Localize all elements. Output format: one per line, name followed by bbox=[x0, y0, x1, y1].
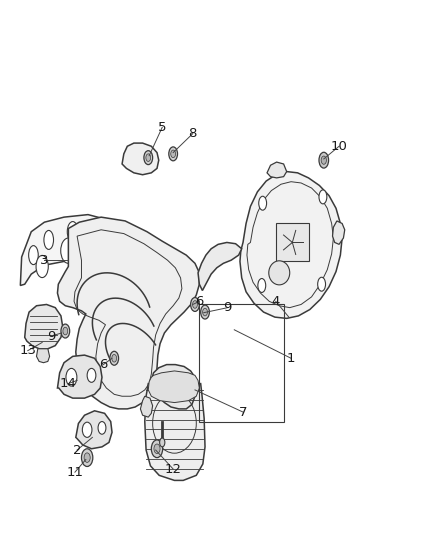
Ellipse shape bbox=[319, 190, 327, 204]
Ellipse shape bbox=[114, 229, 124, 247]
Ellipse shape bbox=[191, 297, 199, 311]
Ellipse shape bbox=[171, 150, 176, 158]
Polygon shape bbox=[151, 365, 196, 409]
Text: 6: 6 bbox=[195, 295, 204, 308]
Polygon shape bbox=[57, 355, 102, 398]
Text: 7: 7 bbox=[239, 406, 247, 418]
Text: 10: 10 bbox=[331, 140, 347, 153]
Text: 11: 11 bbox=[67, 466, 83, 479]
Polygon shape bbox=[332, 221, 345, 244]
Ellipse shape bbox=[67, 222, 78, 242]
Polygon shape bbox=[36, 349, 49, 362]
Ellipse shape bbox=[201, 305, 209, 319]
Polygon shape bbox=[25, 304, 63, 349]
Text: 8: 8 bbox=[189, 127, 197, 140]
Ellipse shape bbox=[258, 279, 266, 293]
Polygon shape bbox=[240, 172, 342, 318]
Ellipse shape bbox=[90, 237, 108, 265]
Ellipse shape bbox=[82, 422, 92, 438]
Ellipse shape bbox=[159, 438, 165, 447]
Ellipse shape bbox=[36, 255, 48, 278]
Ellipse shape bbox=[44, 230, 53, 249]
Ellipse shape bbox=[130, 242, 138, 260]
Polygon shape bbox=[76, 411, 112, 449]
Polygon shape bbox=[148, 371, 199, 402]
Ellipse shape bbox=[98, 422, 106, 434]
Ellipse shape bbox=[144, 151, 152, 165]
Text: 9: 9 bbox=[223, 301, 232, 314]
Text: 9: 9 bbox=[47, 329, 55, 343]
Text: 14: 14 bbox=[60, 377, 77, 390]
Text: 13: 13 bbox=[19, 344, 36, 357]
Polygon shape bbox=[20, 215, 145, 286]
Text: 2: 2 bbox=[73, 443, 81, 457]
Ellipse shape bbox=[318, 277, 325, 291]
Text: 5: 5 bbox=[158, 121, 166, 134]
Ellipse shape bbox=[154, 444, 160, 454]
Ellipse shape bbox=[319, 152, 328, 168]
Polygon shape bbox=[276, 223, 309, 262]
Ellipse shape bbox=[87, 368, 96, 382]
Ellipse shape bbox=[151, 440, 162, 458]
Ellipse shape bbox=[193, 301, 198, 308]
Text: 12: 12 bbox=[165, 463, 182, 475]
Polygon shape bbox=[145, 384, 205, 480]
Polygon shape bbox=[57, 217, 199, 409]
Ellipse shape bbox=[321, 156, 326, 164]
Text: 1: 1 bbox=[287, 352, 295, 365]
Ellipse shape bbox=[61, 238, 76, 263]
Ellipse shape bbox=[112, 354, 117, 362]
Ellipse shape bbox=[91, 220, 102, 240]
Ellipse shape bbox=[63, 327, 68, 335]
Ellipse shape bbox=[81, 449, 93, 466]
Polygon shape bbox=[141, 396, 152, 417]
Ellipse shape bbox=[259, 196, 267, 210]
Ellipse shape bbox=[203, 308, 208, 316]
Polygon shape bbox=[198, 243, 242, 290]
Ellipse shape bbox=[28, 246, 38, 264]
Text: 4: 4 bbox=[272, 295, 280, 308]
Ellipse shape bbox=[61, 324, 70, 338]
Ellipse shape bbox=[169, 147, 177, 161]
Ellipse shape bbox=[84, 453, 90, 462]
Polygon shape bbox=[267, 162, 287, 178]
Text: 6: 6 bbox=[99, 358, 107, 371]
Ellipse shape bbox=[110, 351, 119, 365]
Polygon shape bbox=[122, 143, 159, 175]
Ellipse shape bbox=[269, 261, 290, 285]
Ellipse shape bbox=[66, 368, 77, 386]
Text: 3: 3 bbox=[40, 254, 49, 266]
Ellipse shape bbox=[146, 154, 151, 161]
